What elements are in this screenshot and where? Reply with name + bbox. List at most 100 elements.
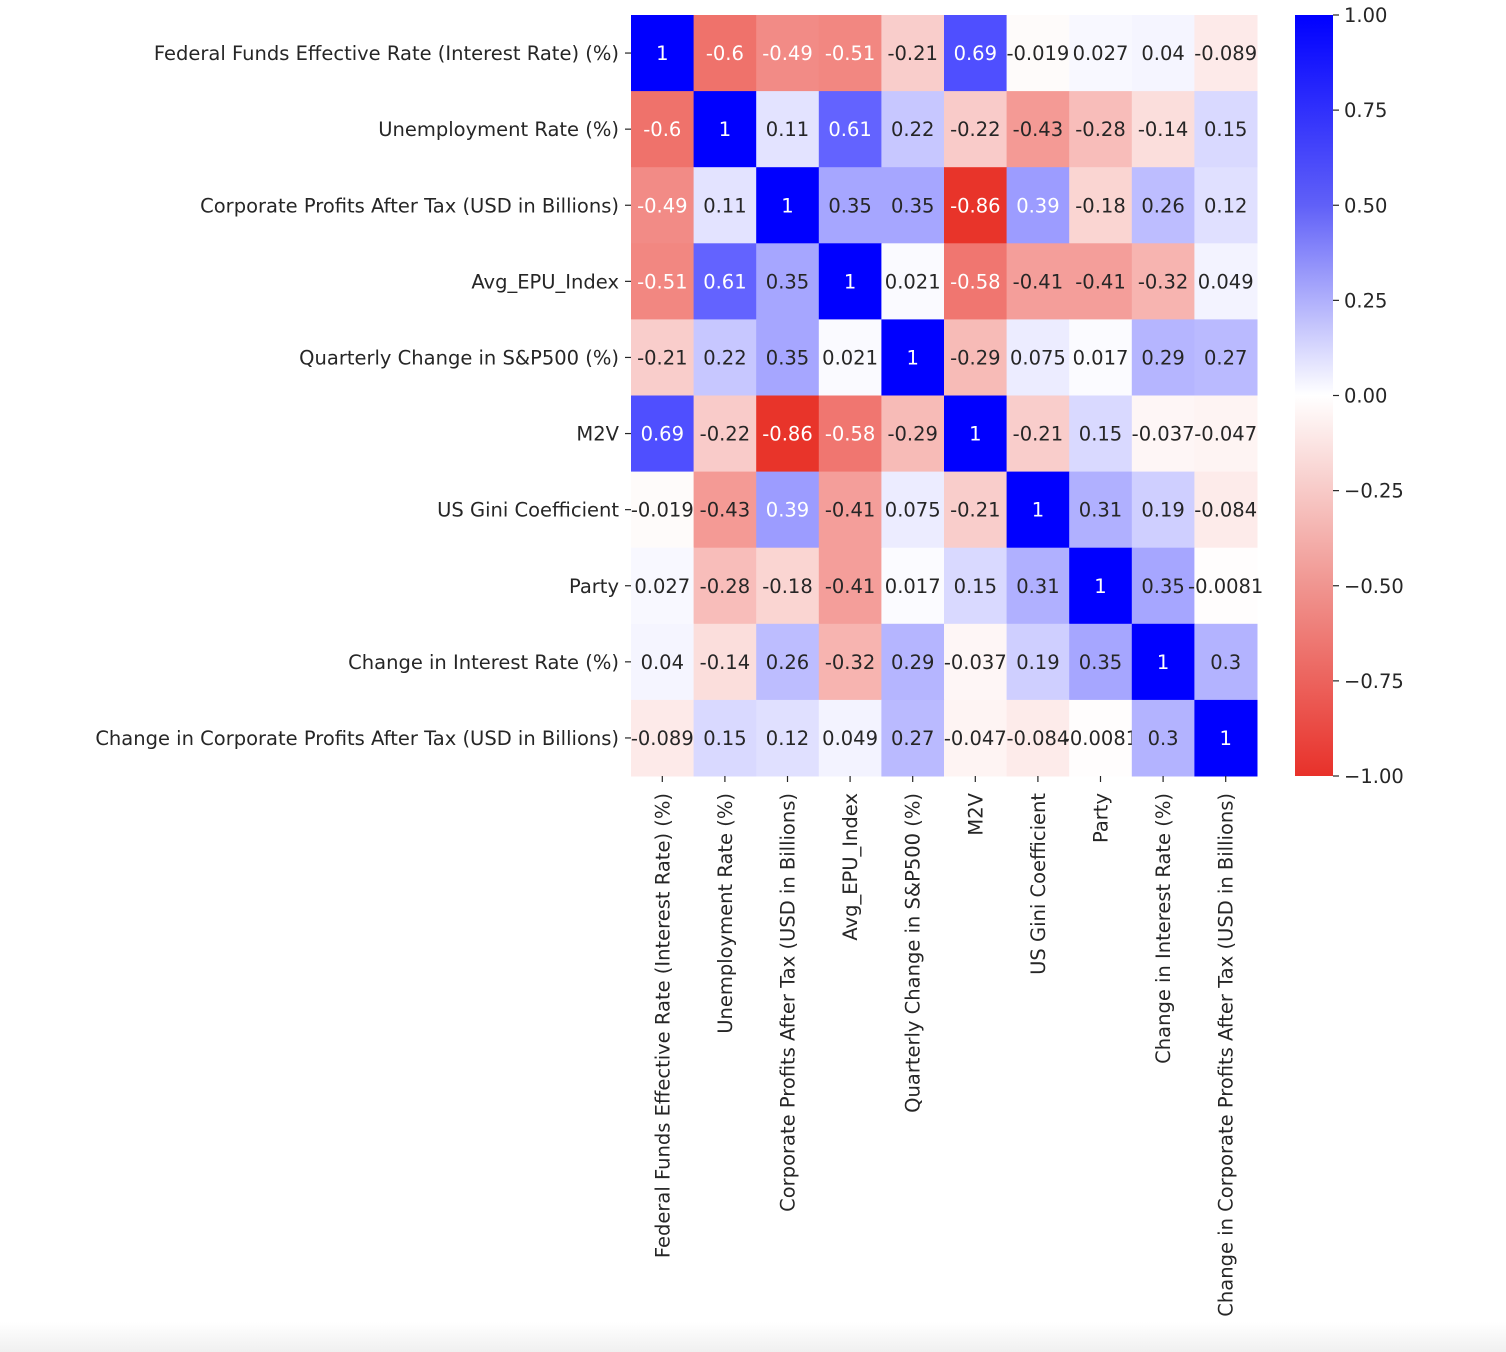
- cell-value-label: 0.075: [1010, 346, 1066, 369]
- cell-value-label: -0.41: [825, 499, 875, 522]
- cell-value-label: -0.089: [631, 727, 694, 750]
- cell-value-label: 0.35: [766, 270, 809, 293]
- heatmap-cell: [818, 167, 882, 244]
- colorbar-tick-label: −0.25: [1344, 480, 1404, 503]
- cell-value-label: -0.49: [637, 194, 687, 217]
- heatmap-cell: [818, 547, 882, 625]
- cell-value-label: 0.021: [885, 270, 941, 293]
- colorbar-tick-label: 0.75: [1344, 99, 1387, 122]
- cell-value-label: 0.021: [822, 346, 878, 369]
- cell-value-label: 0.19: [1016, 651, 1059, 674]
- heatmap-cell: [1194, 15, 1258, 92]
- window-bottom-edge: [0, 1322, 1506, 1352]
- y-tick-label: Corporate Profits After Tax (USD in Bill…: [200, 194, 619, 217]
- heatmap-cell: [818, 699, 882, 777]
- heatmap-cell: [693, 319, 757, 396]
- heatmap-cell: [818, 243, 882, 320]
- cell-value-label: -0.28: [700, 575, 750, 598]
- heatmap-cell: [1069, 547, 1133, 625]
- cell-value-label: -0.21: [637, 346, 687, 369]
- cell-value-label: 0.11: [703, 194, 746, 217]
- colorbar-ticks: 1.00 0.75 0.50 0.25 0.00 −0.25 −0.50 −0.75 −1.00: [1333, 4, 1404, 788]
- y-tick-label: Change in Interest Rate (%): [348, 651, 619, 674]
- heatmap-cell: [693, 547, 757, 625]
- x-tick-label: M2V: [964, 792, 987, 835]
- cell-value-label: -0.0081: [1063, 727, 1138, 750]
- cell-value-label: -0.084: [1194, 499, 1257, 522]
- heatmap-cell: [693, 471, 757, 549]
- cell-value-label: 0.027: [634, 575, 690, 598]
- heatmap-cell: [818, 91, 882, 168]
- heatmap-cell: [631, 243, 695, 320]
- cell-value-label: 0.049: [1198, 270, 1254, 293]
- x-tick-label: Change in Corporate Profits After Tax (U…: [1215, 793, 1238, 1317]
- heatmap-cell: [631, 547, 695, 625]
- cell-value-label: -0.019: [631, 499, 694, 522]
- heatmap-cells: 1 -0.6 -0.49 -0.51 -0.21 0.69 -0.019 0.027 0.04-…: [631, 15, 1263, 777]
- colorbar-tick-label: 0.00: [1344, 385, 1387, 408]
- cell-value-label: 0.15: [703, 727, 746, 750]
- cell-value-label: 0.3: [1148, 727, 1179, 750]
- x-tick-label: US Gini Coefficient: [1027, 793, 1050, 975]
- heatmap-cell: [693, 623, 757, 701]
- colorbar-tick-label: −0.50: [1344, 575, 1404, 598]
- cell-value-label: -0.58: [950, 270, 1000, 293]
- heatmap-cell: [818, 623, 882, 701]
- heatmap-cell: [944, 15, 1008, 92]
- heatmap-cell: [1006, 547, 1070, 625]
- cell-value-label: -0.41: [1075, 270, 1125, 293]
- heatmap-cell: [1006, 699, 1070, 777]
- cell-value-label: -0.037: [1132, 423, 1195, 446]
- cell-value-label: 0.027: [1073, 42, 1129, 65]
- heatmap-cell: [1006, 623, 1070, 701]
- heatmap-cell: [631, 395, 695, 473]
- cell-value-label: -0.14: [1138, 118, 1188, 141]
- cell-value-label: -0.089: [1194, 42, 1257, 65]
- cell-value-label: -0.18: [1075, 194, 1125, 217]
- heatmap-cell: [756, 395, 820, 473]
- cell-value-label: 0.39: [1016, 194, 1059, 217]
- cell-value-label: -0.28: [1075, 118, 1125, 141]
- cell-value-label: -0.21: [950, 499, 1000, 522]
- heatmap-cell: [693, 15, 757, 92]
- cell-value-label: -0.51: [825, 42, 875, 65]
- heatmap-cell: [944, 623, 1008, 701]
- heatmap-cell: [756, 91, 820, 168]
- heatmap-cell: [881, 91, 945, 168]
- cell-value-label: 0.15: [954, 575, 997, 598]
- heatmap-cell: [631, 15, 695, 92]
- cell-value-label: -0.29: [950, 346, 1000, 369]
- cell-value-label: 0.017: [1073, 346, 1129, 369]
- heatmap-cell: [1069, 395, 1133, 473]
- heatmap-cell: [881, 319, 945, 396]
- heatmap-cell: [1131, 167, 1195, 244]
- cell-value-label: -0.32: [825, 651, 875, 674]
- heatmap-cell: [818, 471, 882, 549]
- cell-value-label: -0.51: [637, 270, 687, 293]
- y-axis-labels: Federal Funds Effective Rate (Interest R…: [95, 42, 631, 750]
- y-tick-label: Unemployment Rate (%): [378, 118, 619, 141]
- heatmap-cell: [1006, 15, 1070, 92]
- x-tick-label: Unemployment Rate (%): [714, 793, 737, 1034]
- y-tick-label: M2V: [576, 423, 619, 446]
- heatmap-cell: [756, 471, 820, 549]
- colorbar-tick-label: 1.00: [1344, 4, 1387, 27]
- heatmap-cell: [1194, 167, 1258, 244]
- heatmap-cell: [1194, 699, 1258, 777]
- heatmap-cell: [756, 699, 820, 777]
- cell-value-label: -0.6: [643, 118, 681, 141]
- cell-value-label: 0.3: [1210, 651, 1241, 674]
- cell-value-label: 1: [781, 194, 793, 217]
- heatmap-cell: [818, 15, 882, 92]
- cell-value-label: -0.084: [1006, 727, 1069, 750]
- cell-value-label: 0.19: [1141, 499, 1184, 522]
- heatmap-cell: [1069, 471, 1133, 549]
- cell-value-label: 0.11: [766, 118, 809, 141]
- heatmap-cell: [1006, 395, 1070, 473]
- heatmap-cell: [881, 395, 945, 473]
- heatmap-cell: [1131, 699, 1195, 777]
- heatmap-cell: [631, 699, 695, 777]
- heatmap-cell: [1006, 167, 1070, 244]
- cell-value-label: -0.047: [1194, 423, 1257, 446]
- heatmap-cell: [881, 623, 945, 701]
